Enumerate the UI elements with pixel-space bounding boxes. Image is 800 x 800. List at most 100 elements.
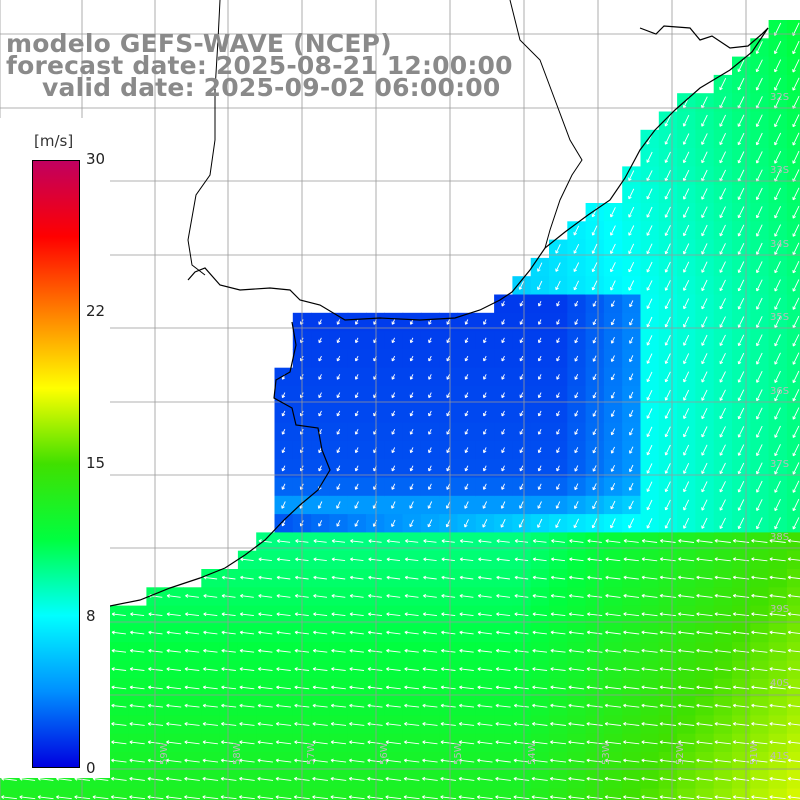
- wind-cell: [786, 642, 800, 662]
- wind-arrow: [330, 776, 347, 781]
- wind-arrow: [532, 685, 548, 690]
- wind-arrow: [574, 428, 579, 435]
- wind-arrow: [792, 132, 800, 146]
- wind-arrow: [683, 334, 690, 346]
- wind-arrow: [701, 499, 708, 511]
- wind-arrow: [751, 721, 768, 726]
- wind-arrow: [257, 667, 273, 671]
- wind-arrow: [513, 740, 530, 745]
- wind-cell: [786, 697, 800, 716]
- wind-arrow: [148, 648, 163, 653]
- wind-arrow: [519, 392, 524, 399]
- wind-arrow: [354, 465, 359, 472]
- wind-arrow: [751, 703, 768, 708]
- river-border: [187, 0, 221, 276]
- wind-arrow: [701, 224, 708, 237]
- wind-arrow: [336, 319, 341, 325]
- wind-arrow: [111, 776, 127, 781]
- wind-arrow: [518, 281, 525, 290]
- wind-arrow: [792, 59, 800, 73]
- wind-arrow: [501, 410, 505, 417]
- wind-arrow: [646, 353, 653, 364]
- wind-arrow: [519, 447, 524, 454]
- wind-arrow: [428, 465, 432, 472]
- wind-arrow: [386, 557, 401, 562]
- wind-arrow: [787, 776, 800, 781]
- wind-arrow: [459, 557, 474, 562]
- wind-cell: [786, 349, 800, 369]
- wind-arrow: [404, 648, 419, 653]
- wind-arrow: [628, 206, 635, 218]
- wind-arrow: [646, 298, 653, 309]
- wind-arrow: [446, 337, 450, 344]
- wind-arrow: [737, 316, 745, 328]
- wind-arrow: [683, 444, 690, 456]
- wind-arrow: [478, 539, 492, 543]
- wind-arrow: [519, 501, 524, 509]
- wind-arrow: [519, 465, 524, 472]
- wind-arrow: [623, 575, 639, 580]
- wind-arrow: [664, 335, 671, 346]
- wind-arrow: [629, 410, 634, 418]
- wind-arrow: [348, 776, 365, 781]
- wind-arrow: [714, 776, 731, 781]
- wind-arrow: [696, 776, 713, 781]
- wind-arrow: [592, 392, 597, 399]
- wind-arrow: [440, 703, 456, 708]
- wind-arrow: [737, 261, 745, 273]
- wind-arrow: [774, 480, 781, 493]
- wind-arrow: [501, 337, 505, 344]
- wind-arrow: [312, 667, 328, 671]
- wind-arrow: [755, 261, 763, 274]
- wind-arrow: [755, 132, 763, 146]
- wind-arrow: [787, 721, 800, 726]
- wind-arrow: [755, 41, 763, 54]
- wind-arrow: [427, 501, 433, 509]
- wind-arrow: [220, 795, 237, 800]
- wind-cell: [366, 788, 385, 800]
- wind-arrow: [483, 355, 487, 362]
- wind-arrow: [458, 740, 475, 745]
- wind-arrow: [239, 758, 255, 763]
- wind-arrow: [549, 776, 567, 781]
- wind-arrow: [769, 557, 786, 562]
- wind-arrow: [445, 519, 451, 528]
- wind-arrow: [531, 795, 548, 800]
- wind-arrow: [148, 630, 163, 635]
- wind-arrow: [203, 648, 218, 653]
- wind-arrow: [203, 593, 218, 598]
- wind-arrow: [787, 667, 800, 671]
- wind-arrow: [701, 261, 708, 273]
- wind-arrow: [664, 518, 671, 529]
- wind-arrow: [336, 501, 341, 509]
- wind-arrow: [751, 740, 768, 745]
- wind-arrow: [537, 447, 542, 454]
- wind-arrow: [646, 481, 653, 492]
- wind-cell: [786, 733, 800, 753]
- wind-arrow: [422, 667, 438, 671]
- wind-arrow: [610, 428, 616, 436]
- wind-arrow: [166, 648, 181, 653]
- wind-arrow: [573, 262, 580, 272]
- wind-arrow: [756, 462, 763, 475]
- wind-arrow: [568, 648, 584, 653]
- wind-arrow: [591, 243, 598, 254]
- wind-arrow: [440, 721, 456, 726]
- wind-arrow: [682, 206, 690, 218]
- wind-arrow: [221, 667, 236, 671]
- wind-arrow: [349, 630, 364, 635]
- wind-cell: [786, 148, 800, 167]
- wind-cell: [622, 788, 642, 800]
- wind-arrow: [496, 575, 510, 580]
- wind-arrow: [496, 612, 511, 617]
- wind-arrow: [423, 593, 437, 598]
- wind-arrow: [276, 612, 291, 617]
- wind-arrow: [221, 648, 236, 653]
- wind-arrow: [696, 630, 713, 635]
- wind-cell: [530, 788, 550, 800]
- wind-arrow: [459, 630, 474, 635]
- colorbar-tick-0: 0: [86, 759, 96, 777]
- wind-arrow: [367, 648, 383, 653]
- wind-arrow: [678, 758, 695, 763]
- wind-arrow: [568, 758, 585, 763]
